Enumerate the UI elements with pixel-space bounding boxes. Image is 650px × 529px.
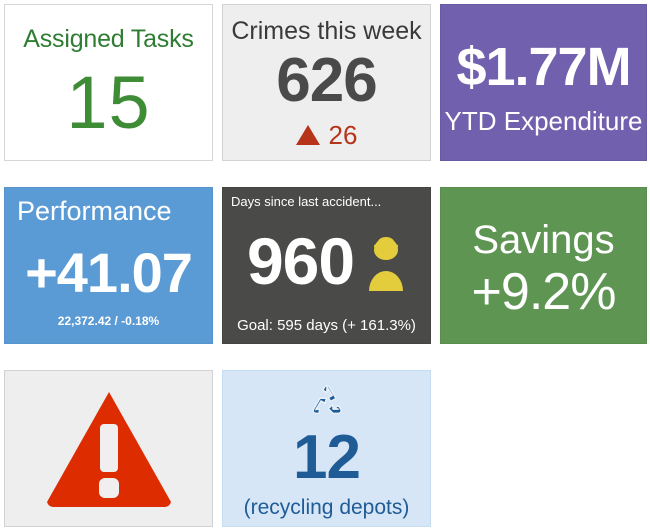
tile-empty-slot [440, 370, 647, 527]
tile-days-since-last-accident[interactable]: Days since last accident... 960 Goal: 59… [222, 187, 431, 344]
triangle-up-icon [295, 125, 320, 145]
crimes-title: Crimes this week [231, 17, 422, 45]
recycling-value: 12 [293, 423, 361, 492]
tile-assigned-tasks[interactable]: Assigned Tasks 15 [4, 4, 213, 161]
savings-title: Savings [472, 217, 615, 262]
accident-goal: Goal: 595 days (+ 161.3%) [237, 317, 416, 334]
performance-title: Performance [17, 196, 172, 226]
savings-value: +9.2% [471, 262, 617, 321]
tile-performance[interactable]: Performance +41.07 22,372.42 / -0.18% [4, 187, 213, 344]
performance-sub: 22,372.42 / -0.18% [57, 314, 160, 328]
performance-value: +41.07 [25, 241, 193, 304]
accident-value: 960 [246, 224, 355, 298]
accident-value-row: 960 [231, 208, 422, 318]
hard-hat-worker-icon [369, 237, 404, 291]
warning-triangle-icon [46, 391, 171, 507]
tile-recycling-depots[interactable]: 12 (recycling depots) [222, 370, 431, 527]
ytd-expenditure-value: $1.77M [456, 36, 631, 97]
accident-title: Days since last accident... [231, 194, 382, 209]
crimes-delta: 26 [295, 120, 358, 150]
crimes-value: 626 [276, 46, 377, 115]
assigned-tasks-value: 15 [66, 61, 151, 144]
ytd-expenditure-label: YTD Expenditure [444, 105, 643, 136]
tile-crimes-this-week[interactable]: Crimes this week 626 26 [222, 4, 431, 161]
tile-ytd-expenditure[interactable]: $1.77M YTD Expenditure [440, 4, 647, 161]
assigned-tasks-title: Assigned Tasks [23, 25, 194, 53]
recycling-icon [312, 385, 342, 414]
tile-alert[interactable] [4, 370, 213, 527]
tile-savings[interactable]: Savings +9.2% [440, 187, 647, 344]
recycling-label: (recycling depots) [243, 496, 410, 519]
crimes-delta-value: 26 [328, 120, 358, 150]
